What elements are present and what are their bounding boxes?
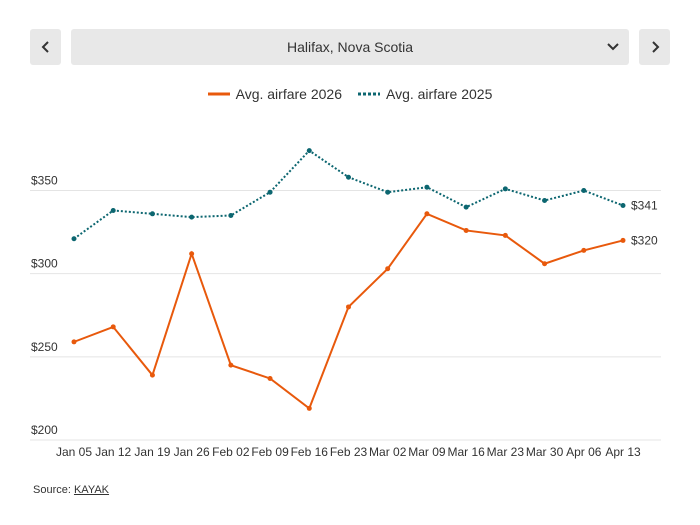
x-tick-label: Mar 23 bbox=[487, 445, 525, 459]
data-point bbox=[542, 261, 548, 267]
data-point bbox=[267, 375, 273, 381]
next-button[interactable] bbox=[639, 29, 670, 65]
x-tick-label: Jan 19 bbox=[134, 445, 170, 459]
data-point bbox=[463, 204, 469, 210]
chevron-left-icon bbox=[41, 41, 49, 53]
x-tick-label: Jan 26 bbox=[174, 445, 210, 459]
dotted-line-swatch-icon bbox=[358, 92, 380, 96]
data-point bbox=[267, 189, 273, 195]
data-point bbox=[424, 184, 430, 190]
x-tick-label: Mar 16 bbox=[447, 445, 485, 459]
legend-item-2026[interactable]: Avg. airfare 2026 bbox=[207, 86, 342, 102]
x-tick-label: Feb 16 bbox=[291, 445, 329, 459]
y-tick-label: $300 bbox=[31, 257, 58, 271]
chevron-down-icon bbox=[607, 43, 619, 51]
airfare-line-chart: $200 $250 $300 $350 Jan 05 Jan 12 Jan 19 Jan 26… bbox=[30, 148, 661, 459]
data-point bbox=[149, 211, 155, 217]
x-tick-label: Jan 12 bbox=[95, 445, 131, 459]
x-tick-label: Feb 09 bbox=[251, 445, 289, 459]
x-tick-label: Mar 02 bbox=[369, 445, 407, 459]
data-point bbox=[346, 304, 351, 310]
chevron-right-icon bbox=[651, 41, 659, 53]
x-tick-label: Apr 06 bbox=[566, 445, 602, 459]
data-point bbox=[189, 251, 195, 257]
x-tick-label: Jan 05 bbox=[56, 445, 92, 459]
x-tick-label: Mar 09 bbox=[408, 445, 446, 459]
data-point bbox=[71, 339, 77, 345]
x-tick-label: Apr 13 bbox=[605, 445, 641, 459]
data-point bbox=[110, 324, 116, 330]
data-point bbox=[385, 189, 391, 195]
location-select[interactable]: Halifax, Nova Scotia bbox=[71, 29, 629, 65]
chart-legend: Avg. airfare 2026 Avg. airfare 2025 bbox=[0, 86, 700, 102]
data-point bbox=[542, 198, 548, 204]
series-end-label: $320 bbox=[631, 233, 658, 247]
y-tick-label: $250 bbox=[31, 340, 58, 354]
data-point bbox=[463, 227, 469, 233]
data-point bbox=[620, 237, 626, 243]
data-point bbox=[110, 207, 116, 213]
data-point bbox=[228, 362, 234, 368]
series-line-0 bbox=[73, 212, 624, 411]
data-point bbox=[502, 186, 508, 192]
data-point bbox=[502, 232, 508, 238]
data-point bbox=[346, 174, 351, 180]
data-point bbox=[385, 266, 391, 272]
previous-button[interactable] bbox=[30, 29, 61, 65]
solid-line-swatch-icon bbox=[207, 92, 230, 96]
x-tick-label: Mar 30 bbox=[526, 445, 564, 459]
source-link[interactable]: KAYAK bbox=[73, 484, 110, 496]
data-point bbox=[189, 214, 195, 220]
data-point bbox=[306, 405, 312, 411]
legend-label-2025: Avg. airfare 2025 bbox=[386, 86, 493, 102]
x-tick-label: Feb 23 bbox=[330, 445, 368, 459]
series-line-1 bbox=[73, 149, 624, 240]
data-point bbox=[306, 148, 312, 154]
data-point bbox=[581, 188, 587, 194]
location-label: Halifax, Nova Scotia bbox=[286, 39, 414, 55]
y-tick-label: $200 bbox=[31, 423, 58, 437]
source-note: Source: KAYAK bbox=[33, 484, 109, 496]
data-point bbox=[581, 247, 587, 253]
data-point bbox=[620, 202, 626, 208]
series-end-label: $341 bbox=[631, 198, 658, 212]
data-point bbox=[149, 372, 155, 378]
legend-label-2026: Avg. airfare 2026 bbox=[235, 86, 342, 102]
y-tick-label: $350 bbox=[31, 174, 58, 188]
source-prefix: Source: bbox=[33, 484, 74, 496]
data-point bbox=[71, 236, 77, 242]
data-point bbox=[424, 211, 430, 217]
legend-item-2025[interactable]: Avg. airfare 2025 bbox=[358, 86, 492, 102]
data-point bbox=[228, 212, 234, 218]
x-tick-label: Feb 02 bbox=[212, 445, 250, 459]
